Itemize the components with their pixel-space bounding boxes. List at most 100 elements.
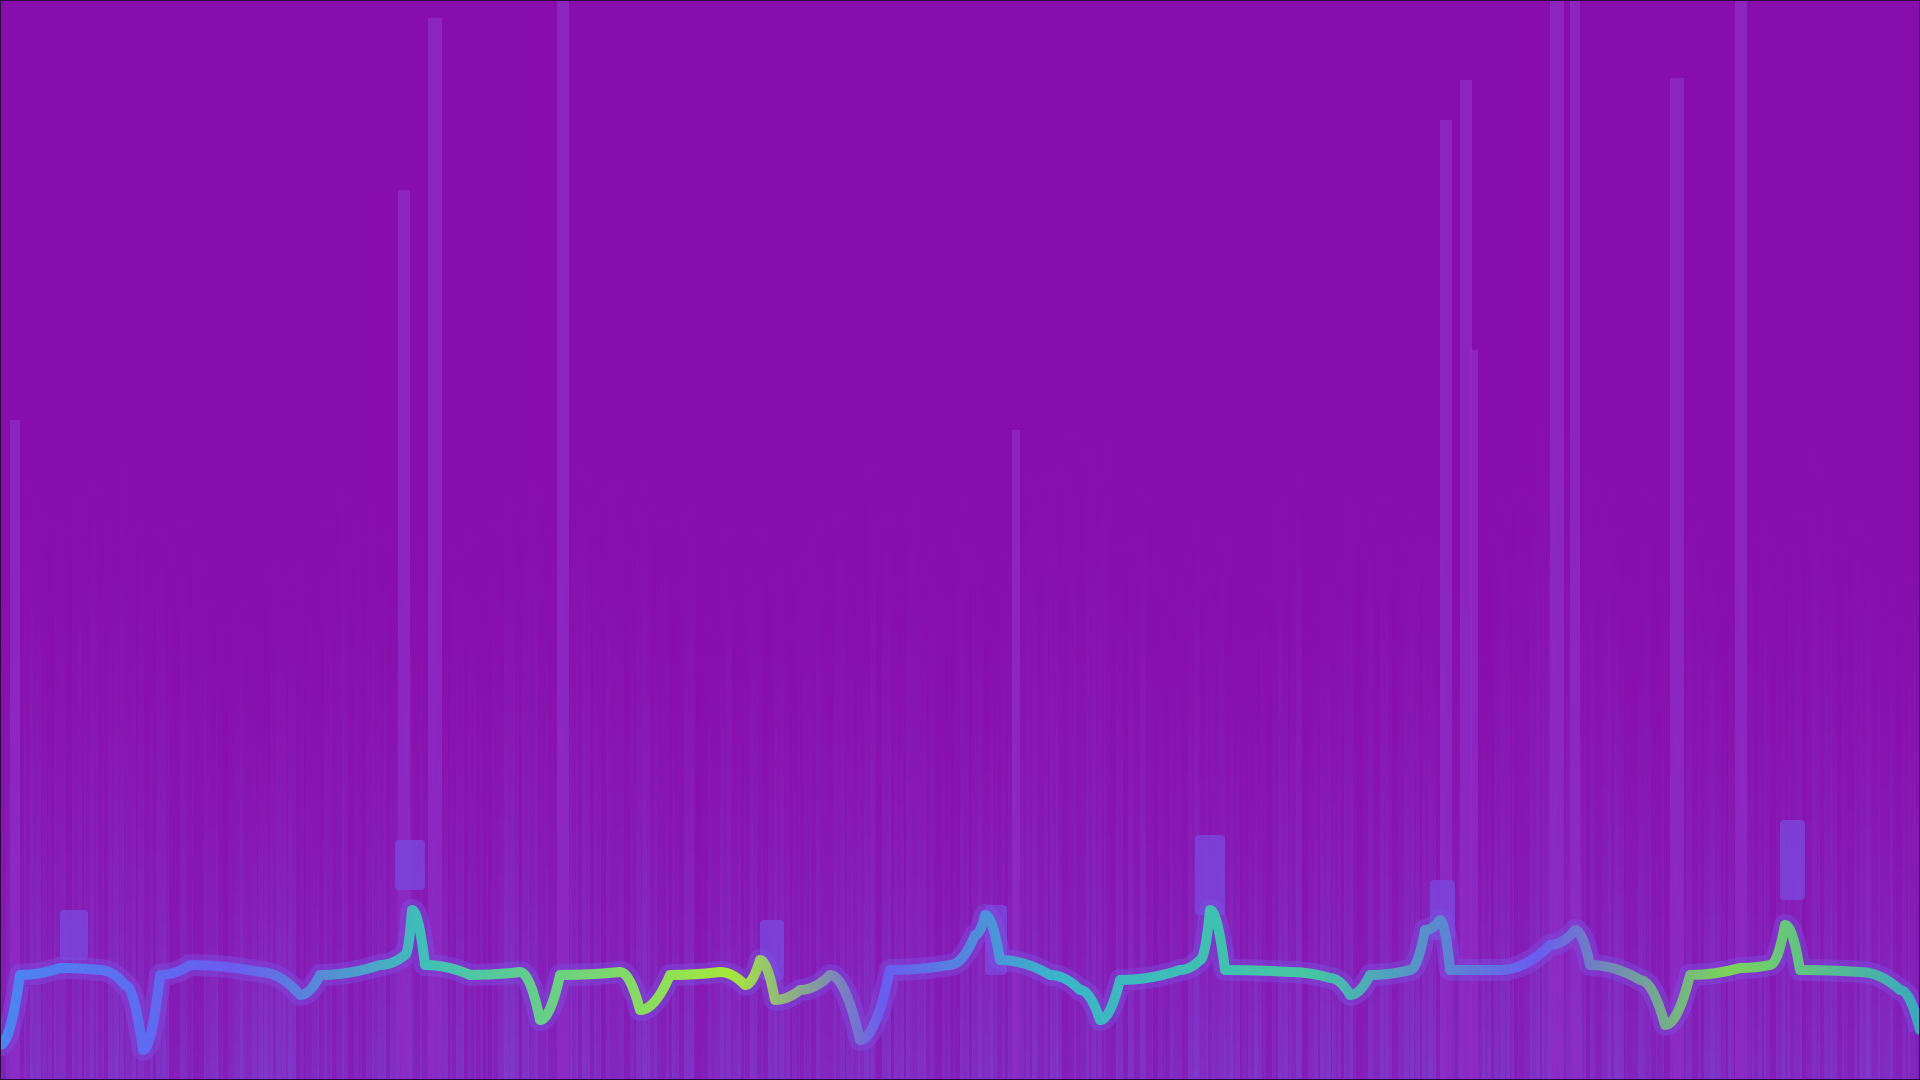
spectral-column — [192, 450, 198, 1080]
spectral-column — [1866, 487, 1872, 1080]
spectral-column — [102, 420, 112, 1080]
spectral-column — [408, 512, 414, 1080]
spectral-column — [1260, 509, 1266, 1080]
spectral-column — [528, 406, 538, 1080]
spectral-column — [1914, 497, 1920, 1080]
spectral-column — [66, 553, 74, 1080]
spectral-column — [660, 425, 669, 1080]
tall-spectral-lines — [10, 0, 1747, 1080]
spectral-column — [1878, 544, 1884, 1080]
spectral-column — [1098, 398, 1106, 1080]
spectral-column — [1050, 425, 1058, 1080]
spectral-column — [642, 426, 650, 1080]
spectral-column — [1080, 459, 1089, 1080]
spectral-column — [1218, 465, 1225, 1080]
spectral-column — [978, 534, 984, 1080]
spectral-column — [1872, 518, 1880, 1080]
spectral-column — [1068, 322, 1076, 1080]
spectral-column — [1350, 532, 1356, 1080]
spectral-column — [984, 606, 993, 1080]
spectral-column — [1248, 584, 1258, 1080]
spectral-column — [612, 390, 618, 1080]
spectral-column — [942, 627, 950, 1080]
spectral-column — [0, 511, 6, 1080]
spectral-column — [1182, 499, 1192, 1080]
tall-spectral-line — [1735, 0, 1747, 1080]
spectral-column — [756, 439, 763, 1080]
spectral-column — [618, 454, 624, 1080]
spectral-column — [690, 434, 696, 1080]
spectral-column — [1500, 437, 1510, 1080]
tall-spectral-line — [1470, 350, 1478, 1080]
spectral-column — [606, 403, 612, 1080]
spectral-column — [36, 502, 47, 1080]
spectral-column — [798, 490, 805, 1080]
spectral-column — [1476, 613, 1485, 1080]
spectral-column — [534, 457, 540, 1080]
spectral-column — [900, 518, 910, 1080]
spectral-column — [186, 529, 193, 1080]
spectral-column — [1530, 423, 1540, 1080]
tall-spectral-line — [1440, 120, 1452, 1080]
spectral-column — [678, 489, 689, 1080]
spectral-column — [1512, 438, 1519, 1080]
spectral-column — [732, 609, 741, 1080]
spectral-column — [834, 426, 845, 1080]
spectral-column — [1194, 457, 1200, 1080]
spectral-column — [882, 442, 891, 1080]
spectral-column — [1176, 509, 1182, 1080]
spectral-column — [1452, 505, 1463, 1080]
spectral-column — [270, 494, 281, 1080]
spectral-column — [72, 438, 82, 1080]
spectral-column — [1434, 486, 1445, 1080]
spectral-column — [588, 458, 596, 1080]
spectral-column — [288, 557, 296, 1080]
spectral-column — [846, 514, 853, 1080]
spectral-column — [504, 429, 515, 1080]
spectral-column — [1032, 453, 1038, 1080]
spectral-column — [1836, 549, 1844, 1080]
spectral-column — [594, 449, 601, 1080]
spectral-column — [330, 489, 336, 1080]
spectral-column — [696, 643, 702, 1080]
spectral-column — [1410, 460, 1420, 1080]
spectral-column — [1212, 535, 1218, 1080]
spectral-column — [1296, 400, 1302, 1080]
spectral-column — [1698, 494, 1704, 1080]
spectral-column — [24, 421, 33, 1080]
spectral-column — [228, 555, 234, 1080]
spectral-column — [852, 547, 860, 1080]
spectral-column — [264, 655, 273, 1080]
spectral-column — [84, 470, 94, 1080]
spectral-column — [1596, 406, 1602, 1080]
spectral-column — [1284, 574, 1291, 1080]
spectral-column — [486, 536, 494, 1080]
spectral-column — [1164, 527, 1173, 1080]
spectral-column — [240, 558, 246, 1080]
spectral-column — [540, 450, 548, 1080]
spectral-column — [1686, 425, 1692, 1080]
spectral-column — [1656, 579, 1664, 1080]
spectral-column — [1368, 476, 1374, 1080]
spectral-column — [918, 511, 926, 1080]
spectral-column — [666, 618, 675, 1080]
spectral-column — [378, 530, 386, 1080]
spectral-column — [930, 472, 936, 1080]
spectral-column — [1236, 561, 1247, 1080]
spectral-column — [780, 564, 790, 1080]
spectral-column — [168, 440, 174, 1080]
spectral-column — [1488, 559, 1499, 1080]
spectral-column — [636, 451, 647, 1080]
spectral-column — [516, 485, 525, 1080]
spectral-column — [870, 375, 876, 1080]
spectral-column — [552, 417, 558, 1080]
spectral-column — [972, 506, 982, 1080]
spectral-column — [1746, 438, 1754, 1080]
spectral-column — [108, 515, 119, 1080]
spectral-column — [726, 461, 732, 1080]
spectral-column — [360, 545, 371, 1080]
spectral-column — [720, 494, 731, 1080]
spectral-column — [180, 438, 187, 1080]
spectral-column — [1230, 589, 1240, 1080]
spectral-column — [438, 583, 448, 1080]
